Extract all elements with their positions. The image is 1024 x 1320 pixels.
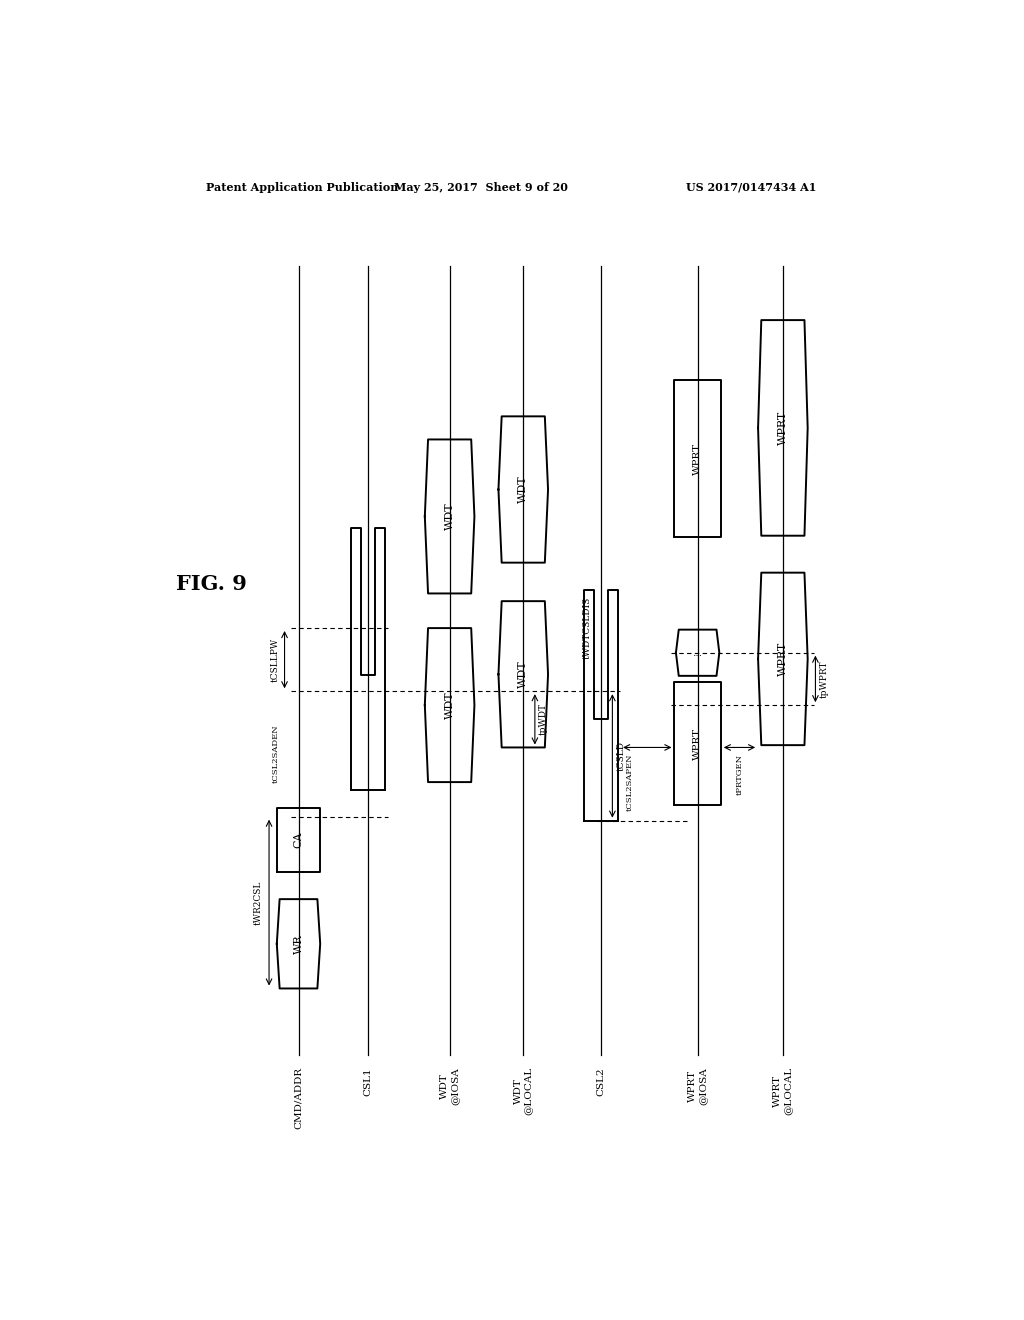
Text: CSL1: CSL1 — [364, 1067, 373, 1096]
Text: tCSLLPW: tCSLLPW — [271, 638, 280, 681]
Text: WR: WR — [294, 935, 303, 953]
Text: CMD/ADDR: CMD/ADDR — [294, 1067, 303, 1129]
Text: tCSL2SADEN: tCSL2SADEN — [272, 725, 280, 783]
Text: tPRTGEN: tPRTGEN — [736, 754, 744, 795]
Text: WDT
@IOSA: WDT @IOSA — [440, 1067, 460, 1105]
Text: WPRT: WPRT — [693, 727, 702, 760]
Text: WPRT: WPRT — [778, 642, 787, 676]
Text: tCSL2SAPEN: tCSL2SAPEN — [626, 754, 634, 810]
Text: WDT
@LOCAL: WDT @LOCAL — [514, 1067, 532, 1115]
Text: FIG. 9: FIG. 9 — [176, 574, 247, 594]
Text: tWDTCSLDIS: tWDTCSLDIS — [583, 597, 592, 659]
Text: tCSLD: tCSLD — [616, 741, 626, 771]
Text: WPRT: WPRT — [778, 411, 787, 445]
Text: US 2017/0147434 A1: US 2017/0147434 A1 — [686, 182, 816, 193]
Text: WPRT
@LOCAL: WPRT @LOCAL — [773, 1067, 793, 1115]
Text: WDT: WDT — [518, 475, 528, 503]
Text: tpWPRT: tpWPRT — [819, 660, 828, 698]
Text: WDT: WDT — [444, 503, 455, 531]
Text: WDT: WDT — [518, 660, 528, 688]
Text: WPRT: WPRT — [693, 442, 702, 475]
Text: May 25, 2017  Sheet 9 of 20: May 25, 2017 Sheet 9 of 20 — [393, 182, 567, 193]
Text: WDT: WDT — [444, 692, 455, 719]
Text: Patent Application Publication: Patent Application Publication — [206, 182, 398, 193]
Text: CSL2: CSL2 — [596, 1067, 605, 1096]
Text: tpWDT: tpWDT — [539, 704, 548, 735]
Text: ...: ... — [692, 648, 702, 657]
Text: tWR2CSL: tWR2CSL — [254, 880, 263, 925]
Text: CA: CA — [294, 832, 303, 849]
Text: WPRT
@IOSA: WPRT @IOSA — [688, 1067, 708, 1105]
